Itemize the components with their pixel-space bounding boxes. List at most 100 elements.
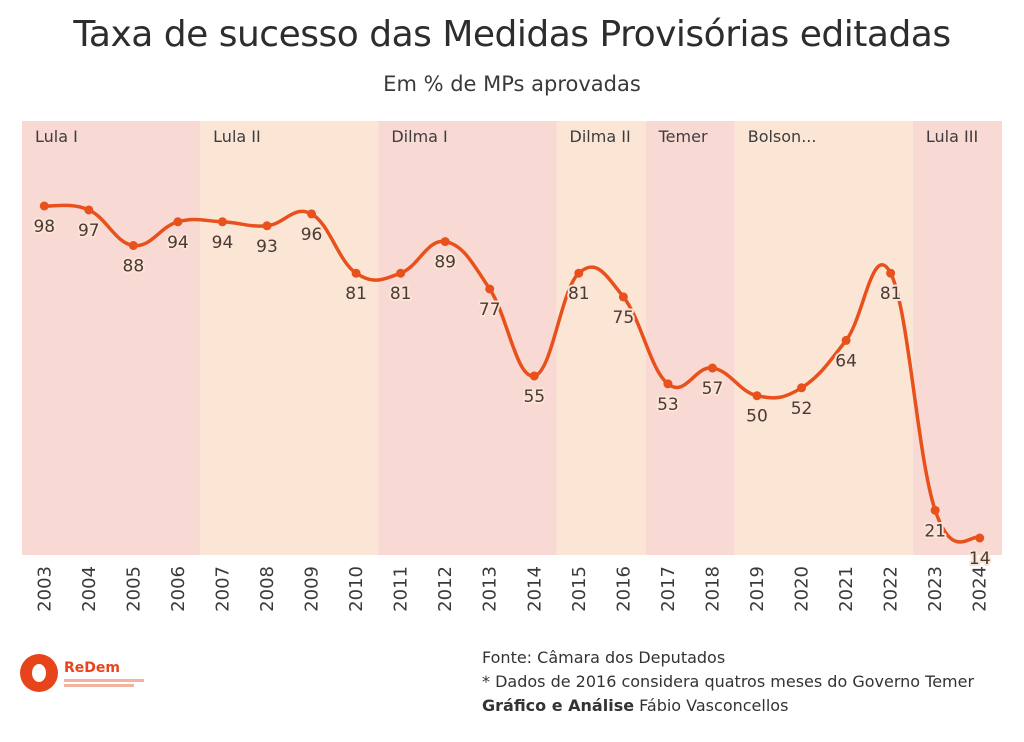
data-point [217,217,227,227]
data-label-halo: 81 [345,284,367,304]
data-point [574,268,584,278]
period-band [734,121,913,555]
x-tick-label: 2011 [391,566,412,612]
data-label-halo: 93 [256,237,278,257]
data-label-halo: 98 [33,217,55,237]
data-label: 21 [924,521,946,541]
x-tick-label: 2017 [658,566,679,612]
data-label-halo: 81 [390,284,412,304]
x-tick-label: 2004 [79,566,100,612]
x-axis-ticks: 2003 2004 2005 2006 2007 2008 2009 2010 2011 2012… [34,566,990,612]
data-label: 97 [78,221,100,241]
redem-logo-icon [20,654,58,692]
data-label: 53 [657,395,679,415]
period-bands [22,121,1002,555]
data-label-halo: 81 [568,284,590,304]
data-label-halo: 57 [702,379,724,399]
data-point [797,383,807,393]
x-tick-label: 2019 [747,566,768,612]
x-tick-label: 2012 [435,566,456,612]
data-label-halo: 55 [523,387,545,407]
data-point [485,284,495,294]
data-point [396,268,406,278]
data-point [39,201,49,211]
x-tick-label: 2015 [569,566,590,612]
data-label-halo: 96 [301,225,323,245]
data-label: 14 [969,549,991,569]
data-label-halo: 14 [969,549,991,569]
data-label: 94 [167,233,189,253]
data-label-halo: 52 [791,399,813,419]
data-label-halo: 94 [167,233,189,253]
x-tick-label: 2014 [524,566,545,612]
data-label: 89 [434,253,456,273]
redem-logo: ReDem [20,654,150,700]
data-point [663,379,673,389]
x-tick-label: 2006 [168,566,189,612]
credit-line: Gráfico e Análise Fábio Vasconcellos [482,694,974,718]
logo-tagline-bar [64,684,134,687]
data-label: 81 [568,284,590,304]
x-tick-label: 2009 [302,566,323,612]
data-point [930,505,940,515]
data-label-halo: 77 [479,300,501,320]
data-label: 52 [791,399,813,419]
data-label-halo: 50 [746,407,768,427]
x-tick-label: 2003 [34,566,55,612]
data-label: 77 [479,300,501,320]
data-point [707,363,717,373]
data-point [752,391,762,401]
data-label-halo: 75 [613,308,635,328]
data-label-halo: 21 [924,521,946,541]
data-point [841,335,851,345]
data-label-halo: 53 [657,395,679,415]
data-label-halo: 88 [123,257,145,277]
data-label: 88 [123,257,145,277]
x-tick-label: 2010 [346,566,367,612]
period-band [556,121,646,555]
period-band [200,121,379,555]
x-tick-label: 2005 [123,566,144,612]
x-tick-label: 2013 [480,566,501,612]
period-label: Bolson... [748,127,817,146]
data-point [351,268,361,278]
data-label-halo: 97 [78,221,100,241]
chart-subtitle: Em % de MPs aprovadas [383,72,641,96]
source-note: Fonte: Câmara dos Deputados [482,648,726,667]
chart-title: Taxa de sucesso das Medidas Provisórias … [73,14,951,55]
logo-name: ReDem [64,660,120,676]
data-point [886,268,896,278]
data-points [39,201,985,543]
x-tick-label: 2018 [702,566,723,612]
period-band [645,121,735,555]
period-label: Temer [658,127,708,146]
data-point [975,533,985,543]
data-label: 50 [746,407,768,427]
period-label: Lula II [213,127,261,146]
data-point [262,221,272,231]
data-label-halo: 89 [434,253,456,273]
data-label: 81 [880,284,902,304]
x-tick-label: 2024 [970,566,991,612]
x-tick-label: 2021 [836,566,857,612]
data-label-halo: 81 [880,284,902,304]
data-point [307,209,317,219]
period-labels: Lula I Lula II Dilma I Dilma II Temer Bolson.… [35,127,978,146]
data-label: 81 [390,284,412,304]
data-point [84,205,94,215]
data-label: 96 [301,225,323,245]
data-label: 57 [702,379,724,399]
data-label-halo: 64 [835,351,857,371]
period-label: Dilma I [391,127,447,146]
credit-label: Gráfico e Análise [482,696,635,715]
data-point [529,371,539,381]
data-point [173,217,183,227]
period-label: Lula III [926,127,978,146]
data-note: * Dados de 2016 considera quatros meses … [482,672,975,691]
logo-tagline-bar [64,679,144,682]
data-point [440,237,450,247]
data-point [128,241,138,251]
period-label: Lula I [35,127,78,146]
data-label: 93 [256,237,278,257]
